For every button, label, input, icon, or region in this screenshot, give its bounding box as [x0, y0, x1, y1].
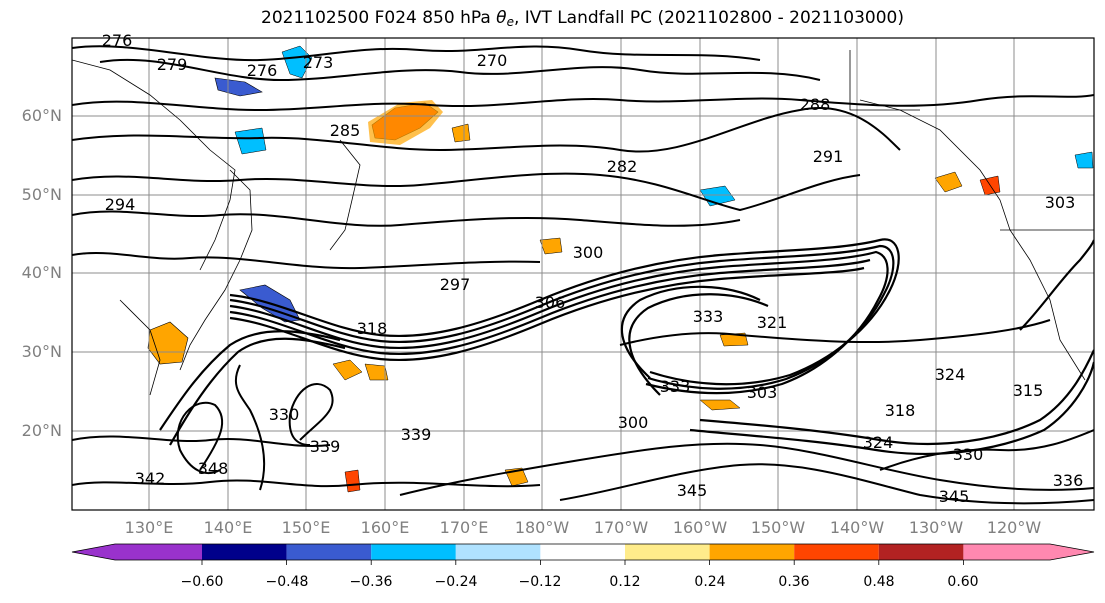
contour-label: 276 — [102, 31, 133, 50]
colorbar-tick-label: −0.24 — [434, 574, 478, 590]
colorbar-segment — [709, 544, 795, 560]
lon-label: 160°W — [672, 518, 728, 537]
contour-label: 318 — [885, 401, 916, 420]
colorbar-segment — [794, 544, 879, 560]
shade-patch — [539, 237, 563, 255]
colorbar-segment — [286, 544, 372, 560]
contour-label: 276 — [247, 61, 278, 80]
contour-label: 342 — [135, 469, 166, 488]
shade-patch — [934, 171, 963, 193]
contour-label: 282 — [607, 157, 638, 176]
shade-patch — [281, 45, 313, 79]
contour-label: 339 — [401, 425, 432, 444]
shade-patch — [214, 77, 263, 97]
contours — [72, 45, 1094, 505]
coastlines — [72, 50, 1094, 396]
colorbar-tick-label: −0.60 — [180, 574, 224, 590]
contour-label: 288 — [800, 95, 831, 114]
contour-label: 324 — [935, 365, 966, 384]
colorbar-tick-label: −0.48 — [265, 574, 309, 590]
lat-label: 20°N — [21, 421, 62, 440]
lon-label: 120°W — [986, 518, 1042, 537]
lon-label: 140°W — [829, 518, 885, 537]
lon-label: 170°E — [439, 518, 489, 537]
contour-label: 348 — [198, 459, 229, 478]
contour-label: 306 — [535, 293, 566, 312]
lon-label: 150°W — [750, 518, 806, 537]
shade-patch — [364, 363, 389, 381]
contour-label: 273 — [303, 53, 334, 72]
shade-patch — [451, 123, 471, 143]
contour-label: 291 — [813, 147, 844, 166]
contour-label: 303 — [747, 383, 778, 402]
lon-label: 150°E — [281, 518, 331, 537]
shade-patch — [234, 127, 267, 155]
contour-label: 339 — [310, 437, 341, 456]
lon-label: 130°W — [908, 518, 964, 537]
contour-label: 294 — [105, 195, 136, 214]
lon-label: 130°E — [124, 518, 174, 537]
colorbar-tick-label: 0.36 — [778, 574, 810, 590]
contour-label: 300 — [573, 243, 604, 262]
lat-label: 30°N — [21, 342, 62, 361]
shading-layer — [147, 45, 1094, 493]
title-prefix: 2021102500 F024 850 hPa — [261, 8, 497, 28]
title-theta-subscript: e — [506, 15, 514, 29]
colorbar-tick-label: 0.60 — [947, 574, 979, 590]
gridlines — [72, 38, 1094, 510]
shade-patch — [332, 359, 363, 381]
title-suffix: , IVT Landfall PC (2021102800 - 20211030… — [513, 8, 904, 28]
contour-label: 333 — [660, 377, 691, 396]
colorbar-segment — [455, 544, 541, 560]
map-title: 2021102500 F024 850 hPa θe, IVT Landfall… — [0, 8, 1105, 29]
contour-label: 270 — [477, 51, 508, 70]
contour-label: 300 — [618, 413, 649, 432]
colorbar-segment — [963, 544, 1094, 560]
contour-label: 279 — [157, 55, 188, 74]
colorbar-segment — [202, 544, 287, 560]
colorbar-segment — [371, 544, 456, 560]
shade-patch — [368, 100, 443, 145]
lon-label: 140°E — [203, 518, 253, 537]
contour-label: 297 — [440, 275, 471, 294]
lon-label: 160°E — [360, 518, 410, 537]
contour-label: 318 — [357, 319, 388, 338]
colorbar-tick-label: −0.12 — [518, 574, 562, 590]
contour-label: 315 — [1013, 381, 1044, 400]
contour-label: 285 — [330, 121, 361, 140]
lat-label: 60°N — [21, 106, 62, 125]
contour-label: 333 — [693, 307, 724, 326]
shade-patch — [1074, 151, 1094, 169]
lat-label: 40°N — [21, 263, 62, 282]
colorbar-segment — [878, 544, 964, 560]
contour-label: 321 — [757, 313, 788, 332]
contour-label: 324 — [863, 433, 894, 452]
lon-label: 180°W — [514, 518, 570, 537]
colorbar-segment — [540, 544, 625, 560]
colorbar-tick-label: 0.12 — [609, 574, 641, 590]
colorbar-tick-label: 0.24 — [694, 574, 726, 590]
contour-label: 330 — [269, 405, 300, 424]
lat-label: 50°N — [21, 185, 62, 204]
contour-labels: 276 279 276 273 270 285 288 282 291 294 … — [102, 31, 1084, 506]
contour-label: 345 — [677, 481, 708, 500]
shade-patch — [699, 399, 741, 411]
lon-label: 170°W — [593, 518, 649, 537]
contour-label: 345 — [939, 487, 970, 506]
colorbar-outline — [71, 543, 1095, 561]
contour-label: 330 — [953, 445, 984, 464]
map-border — [71, 37, 1095, 511]
contour-label: 303 — [1045, 193, 1076, 212]
title-theta: θ — [496, 8, 507, 28]
colorbar-tick-label: −0.36 — [349, 574, 393, 590]
colorbar-segment — [72, 544, 202, 560]
colorbar-segment — [625, 544, 710, 560]
contour-label: 336 — [1053, 471, 1084, 490]
colorbar-tick-label: 0.48 — [863, 574, 895, 590]
colorbar — [71, 543, 1095, 565]
jet-band — [159, 238, 1094, 456]
